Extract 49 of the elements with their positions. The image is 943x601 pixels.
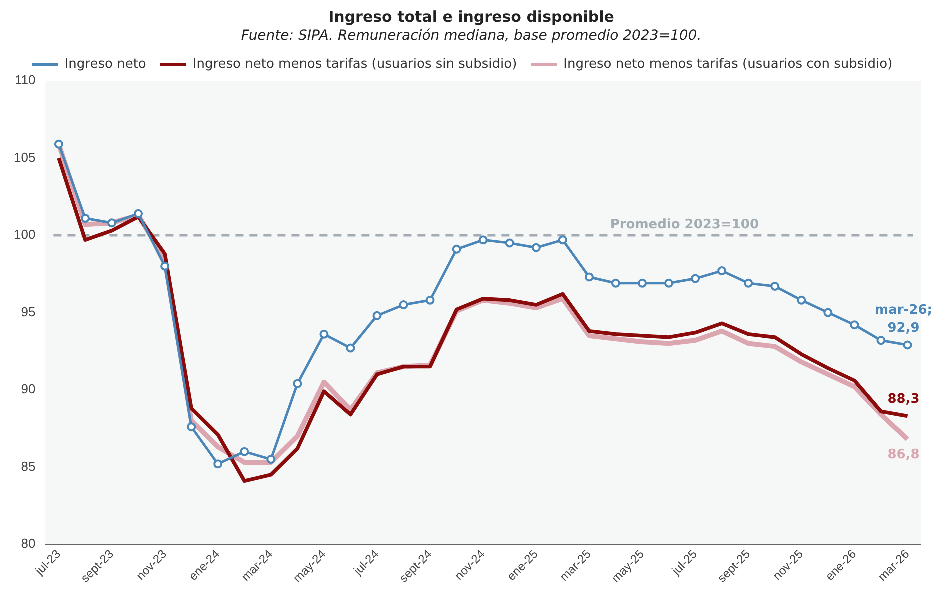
y-tick-label: 90 (21, 382, 36, 397)
point (293, 379, 302, 388)
data-label: mar-26; 92,9 (875, 303, 932, 336)
point (452, 244, 462, 254)
point (797, 296, 806, 305)
legend-label: Ingreso neto (64, 56, 146, 72)
data-label: 88,3 (888, 392, 920, 408)
point (638, 278, 647, 288)
point (320, 330, 329, 339)
ref-line-label: Promedio 2023=100 (610, 217, 759, 232)
y-tick-label: 105 (14, 150, 36, 165)
y-tick-label: 95 (21, 304, 36, 320)
point (346, 344, 356, 353)
y-tick-label: 110 (14, 72, 36, 88)
point (824, 308, 833, 318)
point (160, 262, 170, 271)
point (108, 218, 116, 228)
point (214, 460, 223, 469)
legend-label: Ingreso neto menos tarifas (usuarios sin subsidio) (192, 56, 518, 72)
point (505, 238, 514, 248)
point (478, 236, 488, 245)
y-tick-label: 85 (21, 458, 36, 474)
legend-label: Ingreso neto menos tarifas (usuarios con subsidio) (564, 56, 893, 72)
point (426, 296, 435, 305)
point (558, 236, 568, 245)
point (54, 140, 64, 149)
point (134, 209, 144, 218)
chart-subtitle: Fuente: SIPA. Remuneración mediana, base promedio 2023=100. (240, 28, 703, 44)
point (187, 422, 196, 432)
point (532, 243, 541, 252)
point (691, 274, 700, 284)
point (744, 278, 754, 288)
point (718, 266, 727, 276)
y-tick-label: 100 (14, 227, 36, 242)
point (80, 214, 90, 224)
data-label: 86,8 (888, 447, 920, 462)
point (372, 311, 382, 320)
point (611, 278, 620, 288)
point (266, 455, 276, 464)
point (240, 447, 250, 456)
y-tick-label: 80 (21, 536, 36, 552)
point (399, 300, 408, 310)
point (876, 336, 886, 346)
point (664, 278, 674, 288)
point (584, 272, 594, 282)
point (770, 282, 780, 291)
point (850, 320, 860, 330)
point (903, 340, 912, 350)
chart-title: Ingreso total e ingreso disponible (328, 8, 616, 26)
